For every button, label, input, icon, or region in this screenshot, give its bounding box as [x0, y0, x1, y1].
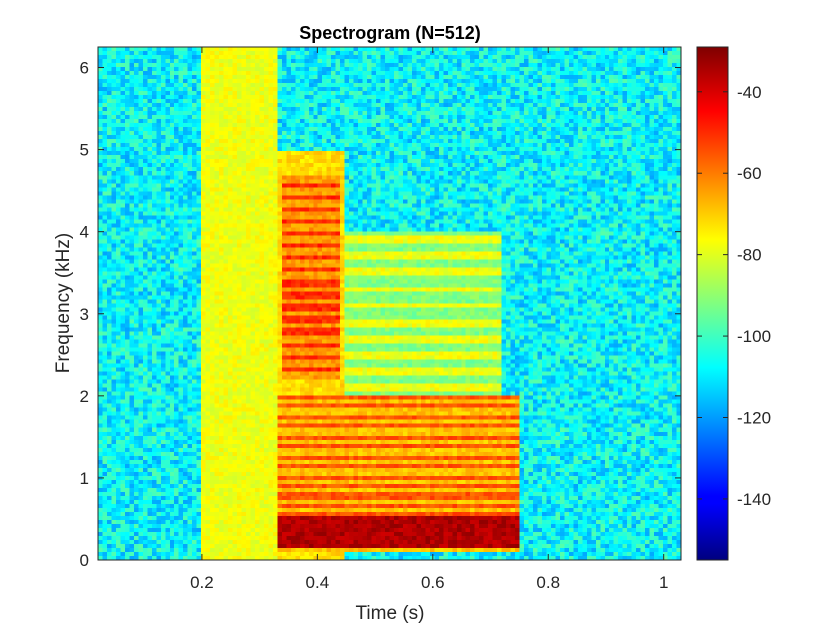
y-axis-ticks: 0 1 2 3 4 5 6	[80, 59, 681, 570]
colorbar-tick-label: -80	[737, 246, 762, 265]
colorbar-tick-label: -140	[737, 490, 771, 509]
x-axis-ticks: 0.2 0.4 0.6 0.8 1	[190, 47, 668, 592]
colorbar-gradient	[696, 46, 729, 561]
y-tick-label: 0	[80, 551, 89, 570]
chart-title: Spectrogram (N=512)	[299, 23, 481, 43]
x-tick-label: 0.4	[306, 573, 330, 592]
x-tick-label: 0.8	[536, 573, 560, 592]
colorbar-tick-label: -100	[737, 327, 771, 346]
y-tick-label: 1	[80, 469, 89, 488]
x-tick-label: 0.2	[190, 573, 214, 592]
colorbar-tick-label: -60	[737, 164, 762, 183]
colorbar: -40 -60 -80 -100 -120 -140	[696, 46, 771, 561]
plot-border	[97, 46, 682, 561]
y-axis-label: Frequency (kHz)	[53, 233, 74, 373]
y-tick-label: 6	[80, 59, 89, 78]
y-tick-label: 5	[80, 141, 89, 160]
x-tick-label: 0.6	[421, 573, 445, 592]
colorbar-tick-label: -40	[737, 83, 762, 102]
x-tick-label: 1	[659, 573, 668, 592]
x-axis-label: Time (s)	[356, 603, 425, 624]
plot-area	[97, 46, 682, 561]
heatmap-cells	[98, 47, 681, 560]
y-tick-label: 3	[80, 305, 89, 324]
colorbar-ticks: -40 -60 -80 -100 -120 -140	[697, 83, 771, 509]
colorbar-tick-label: -120	[737, 409, 771, 428]
y-tick-label: 2	[80, 387, 89, 406]
y-tick-label: 4	[80, 223, 89, 242]
